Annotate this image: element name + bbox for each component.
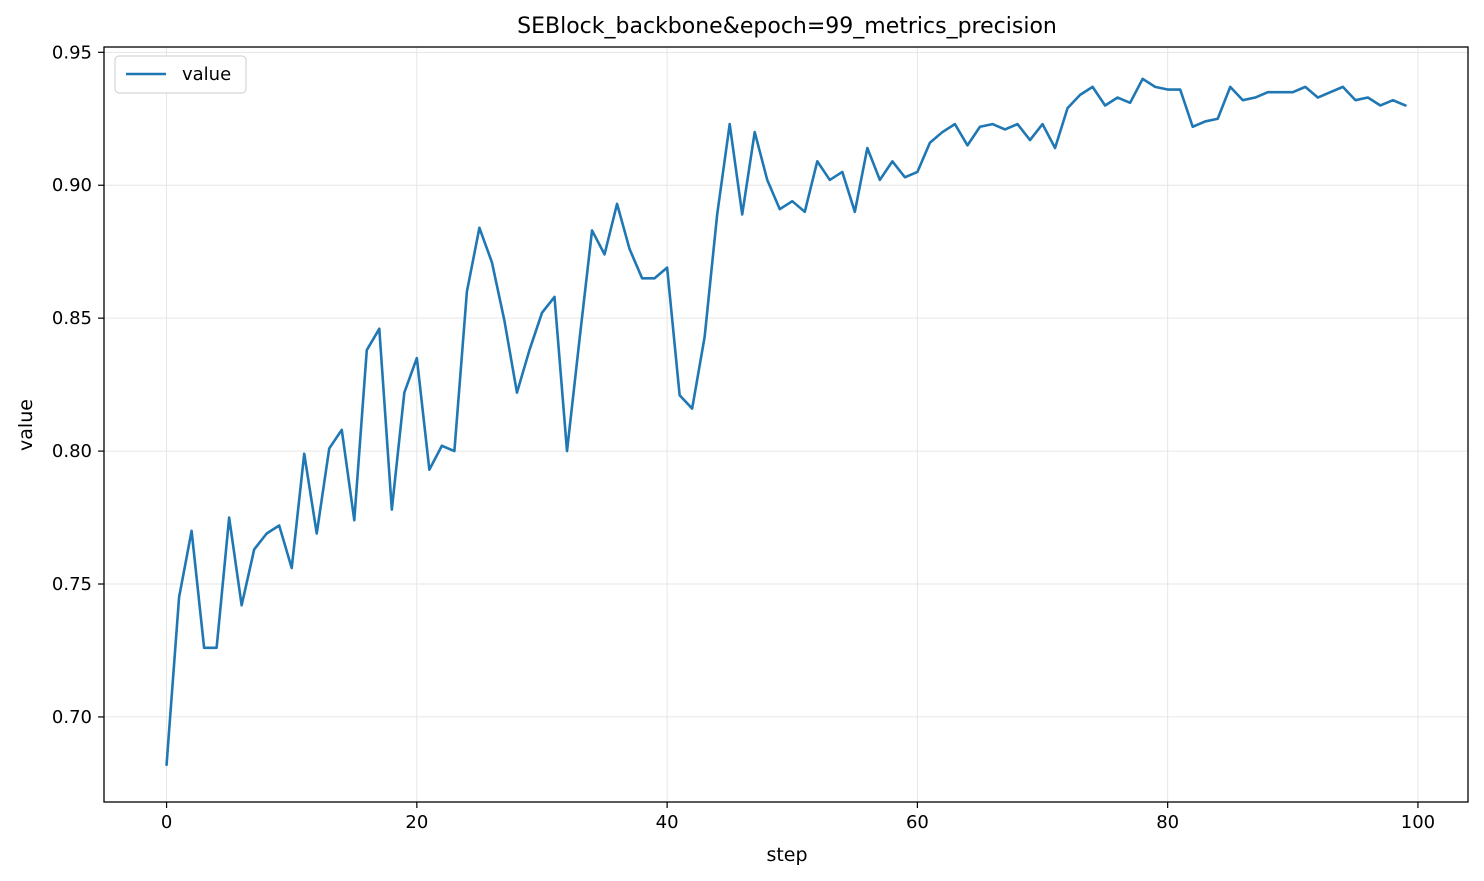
x-tick-label: 20: [405, 812, 428, 833]
axis-ticks: 0 20 40 60 80 100 0.70 0.75 0.80 0.85 0.90 0.95: [52, 42, 1435, 833]
series-line-value: [165, 77, 1407, 767]
y-tick-label: 0.95: [52, 42, 92, 63]
y-tick-label: 0.80: [52, 441, 92, 462]
x-tick-label: 60: [906, 812, 929, 833]
y-tick-label: 0.85: [52, 308, 92, 329]
legend-label: value: [182, 64, 231, 85]
y-tick-label: 0.75: [52, 574, 92, 595]
y-axis-label: value: [15, 399, 37, 451]
series-layer: [165, 77, 1407, 767]
legend-box: [114, 55, 247, 94]
x-tick-label: 40: [656, 812, 679, 833]
chart-title: SEBlock_backbone&epoch=99_metrics_precis…: [517, 14, 1057, 39]
legend: value: [114, 55, 247, 94]
x-axis-label: step: [766, 844, 807, 866]
y-tick-label: 0.90: [52, 175, 92, 196]
grid-lines: [104, 47, 1468, 802]
y-tick-label: 0.70: [52, 707, 92, 728]
x-tick-label: 100: [1401, 812, 1435, 833]
plot-frame: [103, 46, 1469, 803]
x-tick-label: 80: [1156, 812, 1179, 833]
x-tick-label: 0: [161, 812, 172, 833]
